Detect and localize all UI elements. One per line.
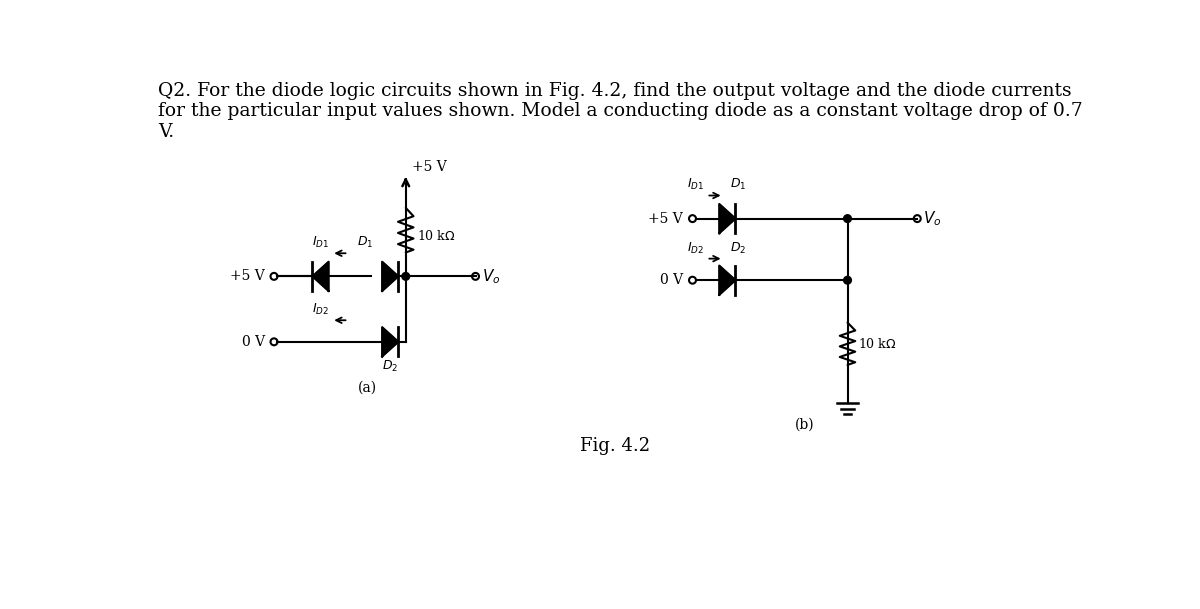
Text: $D_1$: $D_1$ (356, 235, 373, 250)
Text: $D_2$: $D_2$ (382, 359, 398, 374)
Text: Fig. 4.2: Fig. 4.2 (580, 437, 650, 455)
Text: $D_1$: $D_1$ (730, 177, 746, 192)
Text: (a): (a) (358, 380, 377, 394)
Polygon shape (719, 266, 736, 295)
Text: 0 V: 0 V (660, 273, 683, 287)
Text: (b): (b) (796, 417, 815, 431)
Circle shape (844, 276, 851, 284)
Text: 10 k$\Omega$: 10 k$\Omega$ (858, 337, 896, 351)
Polygon shape (719, 204, 736, 233)
Text: 0 V: 0 V (241, 335, 265, 349)
Text: +5 V: +5 V (230, 269, 265, 283)
Text: $V_o$: $V_o$ (481, 267, 500, 286)
Text: $I_{D1}$: $I_{D1}$ (686, 177, 704, 192)
Circle shape (844, 215, 851, 222)
Text: $D_2$: $D_2$ (730, 241, 746, 256)
Text: $I_{D2}$: $I_{D2}$ (688, 241, 704, 256)
Polygon shape (312, 262, 329, 291)
Polygon shape (382, 327, 398, 356)
Polygon shape (382, 262, 398, 291)
Text: $I_{D2}$: $I_{D2}$ (312, 302, 329, 317)
Circle shape (402, 272, 409, 280)
Text: Q2. For the diode logic circuits shown in Fig. 4.2, find the output voltage and : Q2. For the diode logic circuits shown i… (157, 82, 1082, 141)
Text: $I_{D1}$: $I_{D1}$ (312, 235, 329, 250)
Text: +5 V: +5 V (412, 160, 446, 174)
Text: 10 k$\Omega$: 10 k$\Omega$ (416, 230, 455, 244)
Text: +5 V: +5 V (648, 211, 683, 225)
Text: $V_o$: $V_o$ (924, 209, 942, 228)
